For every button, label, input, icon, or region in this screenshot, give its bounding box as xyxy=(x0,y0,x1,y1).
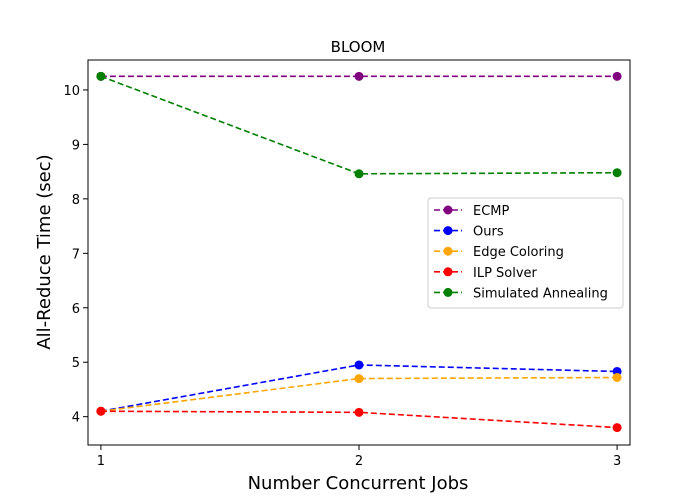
series-line-ilp-solver xyxy=(100,410,618,429)
y-tick-label: 9 xyxy=(72,138,80,153)
legend-label-ilp-solver: ILP Solver xyxy=(473,266,538,281)
x-tick-label: 2 xyxy=(355,454,363,469)
series-markers xyxy=(96,71,622,433)
data-point-ours xyxy=(354,360,364,370)
y-axis-label: All-Reduce Time (sec) xyxy=(34,154,55,349)
legend-marker-ecmp xyxy=(443,205,453,215)
legend-box xyxy=(427,197,624,309)
data-point-simulated-annealing xyxy=(354,169,364,179)
x-tick-label: 1 xyxy=(97,454,105,469)
data-point-simulated-annealing xyxy=(96,71,106,81)
data-point-ecmp xyxy=(354,71,364,81)
data-point-simulated-annealing xyxy=(612,168,622,178)
data-point-ilp-solver xyxy=(354,407,364,417)
series-line-edge-coloring xyxy=(100,376,618,413)
legend-marker-simulated-annealing xyxy=(443,287,453,297)
y-tick-label: 4 xyxy=(72,411,80,426)
y-tick-label: 7 xyxy=(72,247,80,262)
axis-ticks: 1 2 3 4 5 6 7 8 9 10 xyxy=(63,84,621,469)
x-axis-label: Number Concurrent Jobs xyxy=(248,473,469,494)
legend-label-ecmp: ECMP xyxy=(473,204,510,219)
legend-marker-ours xyxy=(443,226,453,236)
legend-label-simulated-annealing: Simulated Annealing xyxy=(473,286,608,301)
legend: ECMP Ours Edge Coloring ILP Solver Simulated… xyxy=(427,197,624,309)
legend-marker-edge-coloring xyxy=(443,246,453,256)
x-tick-label: 3 xyxy=(613,454,621,469)
data-point-edge-coloring xyxy=(354,374,364,384)
data-point-ilp-solver xyxy=(612,423,622,433)
data-point-edge-coloring xyxy=(612,372,622,382)
y-tick-label: 10 xyxy=(63,84,80,99)
legend-label-ours: Ours xyxy=(473,225,504,240)
legend-label-edge-coloring: Edge Coloring xyxy=(473,245,564,260)
data-point-ilp-solver xyxy=(96,406,106,416)
y-tick-label: 6 xyxy=(72,302,80,317)
chart-title: BLOOM xyxy=(331,38,386,56)
data-point-ecmp xyxy=(612,71,622,81)
y-tick-label: 5 xyxy=(72,356,80,371)
legend-marker-ilp-solver xyxy=(443,267,453,277)
y-tick-label: 8 xyxy=(72,193,80,208)
